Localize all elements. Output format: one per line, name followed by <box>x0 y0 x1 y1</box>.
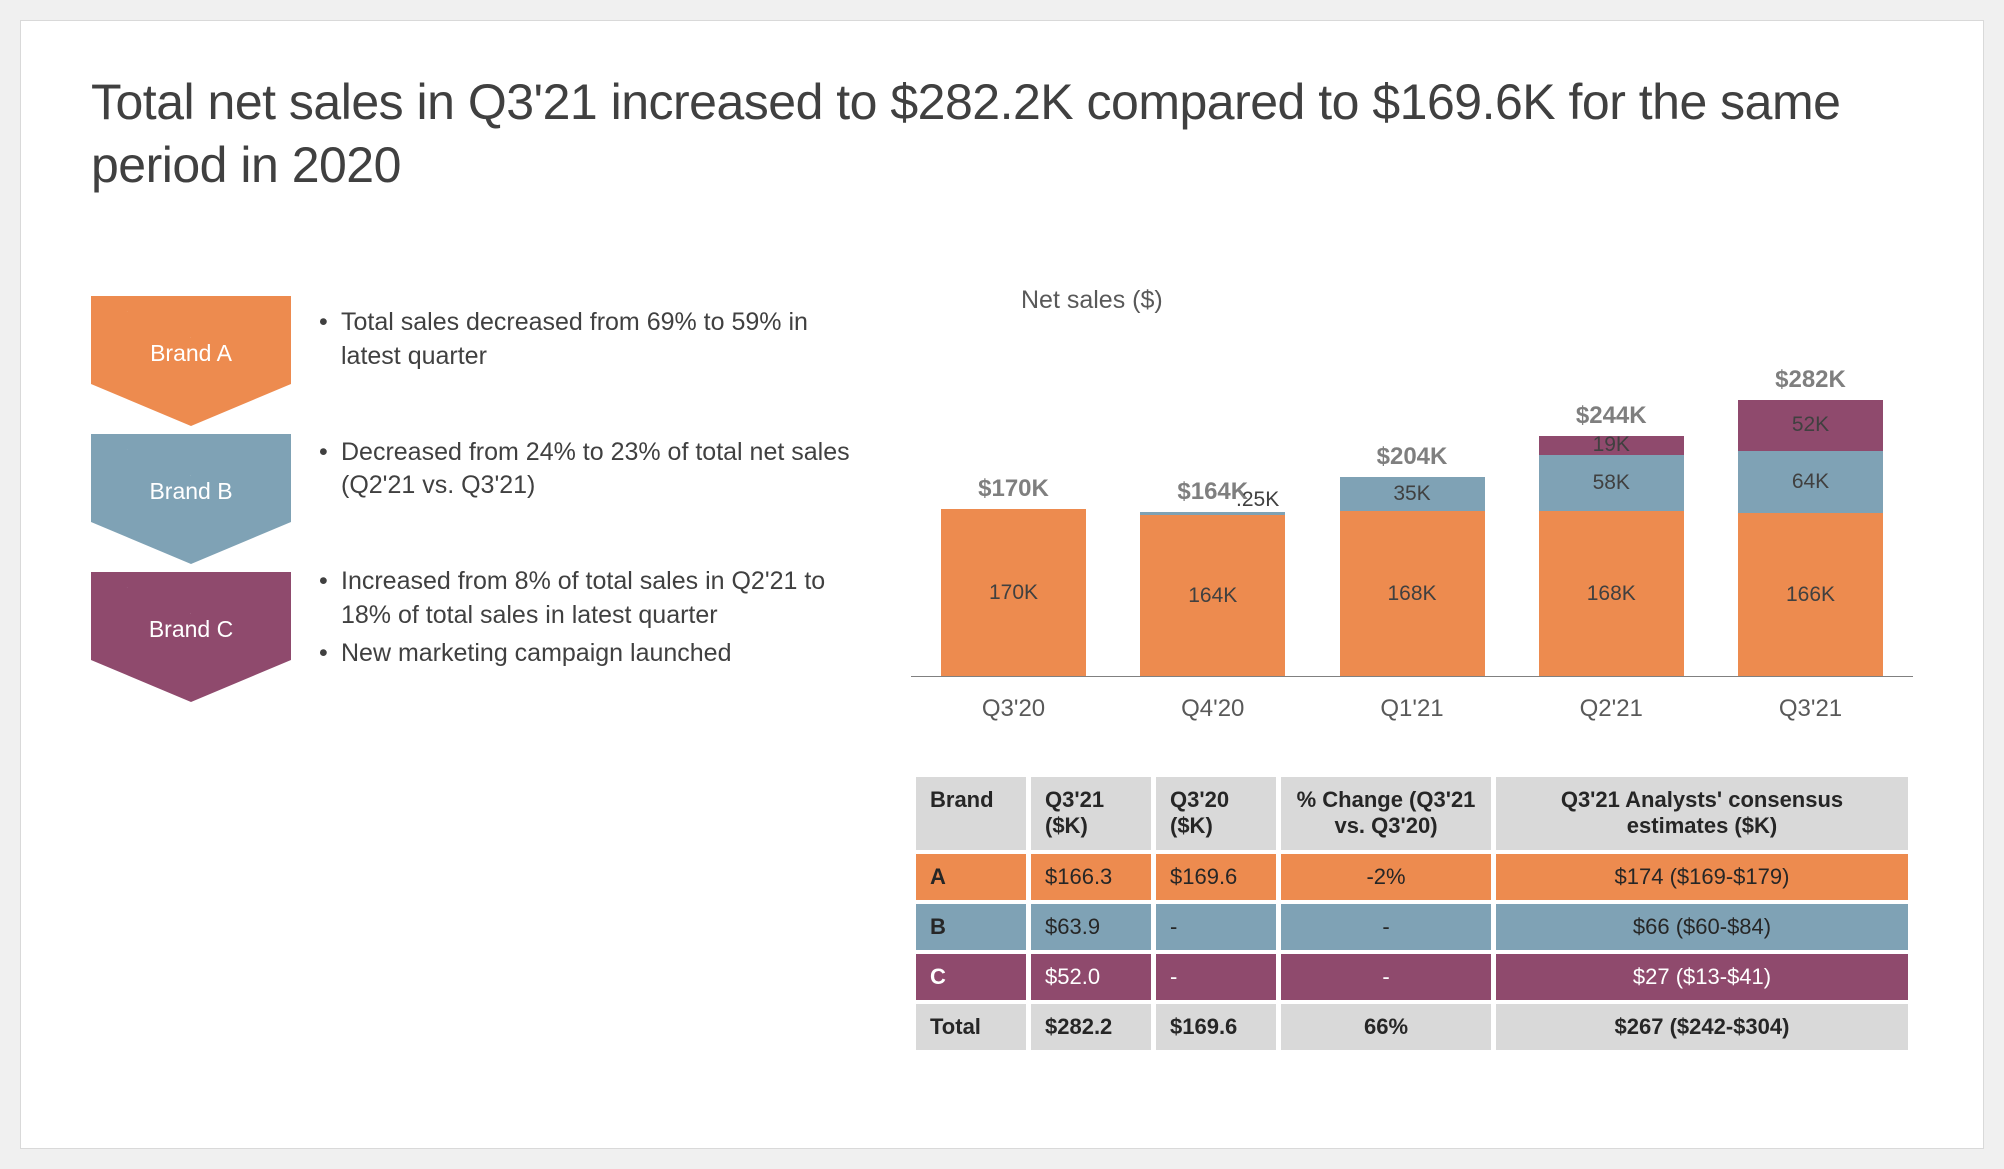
bar-segment: 164K <box>1140 515 1285 676</box>
x-axis-label: Q4'20 <box>1130 695 1295 723</box>
table-cell: -2% <box>1281 854 1491 900</box>
table-cell: $267 ($242-$304) <box>1496 1004 1908 1050</box>
table-total-row: Total$282.2$169.666%$267 ($242-$304) <box>916 1004 1908 1050</box>
bar-segment: 19K <box>1539 436 1684 455</box>
brand-chevron-stack: Brand A Brand B Brand C <box>91 286 291 1054</box>
x-axis-label: Q3'21 <box>1728 695 1893 723</box>
x-axis-label: Q2'21 <box>1529 695 1694 723</box>
table-cell: - <box>1281 954 1491 1000</box>
brand-chevron-label: Brand C <box>91 616 291 643</box>
table-cell: B <box>916 904 1026 950</box>
bar-segment-label: .25K <box>1236 488 1279 512</box>
bar-segment: 52K <box>1738 400 1883 451</box>
slide-title: Total net sales in Q3'21 increased to $2… <box>91 71 1913 196</box>
table-cell: A <box>916 854 1026 900</box>
bar-column: $164K164K.25K <box>1130 478 1295 676</box>
content-area: Brand A Brand B Brand C Total sales decrea… <box>91 286 1913 1054</box>
table-header-cell: Q3'21 Analysts' consensus estimates ($K) <box>1496 777 1908 850</box>
bar-segment: 168K <box>1539 511 1684 676</box>
brand-chevron-label: Brand A <box>91 340 291 367</box>
bullet-group-brand-a: Total sales decreased from 69% to 59% in… <box>319 306 851 378</box>
bar-segment: .25K <box>1140 512 1285 515</box>
table-cell: $174 ($169-$179) <box>1496 854 1908 900</box>
bar-column: $244K 168K58K19K <box>1529 402 1694 676</box>
table-cell: - <box>1156 954 1276 1000</box>
bar-stack: 168K58K19K <box>1539 436 1684 676</box>
bullet-item: New marketing campaign launched <box>319 637 851 671</box>
right-column: Net sales ($) $170K170K$164K164K.25K$204… <box>911 286 1913 1054</box>
table-header-cell: Q3'20 ($K) <box>1156 777 1276 850</box>
bar-segment: 166K <box>1738 513 1883 676</box>
brand-chevron-label: Brand B <box>91 478 291 505</box>
table-cell: $169.6 <box>1156 854 1276 900</box>
brand-bullets: Total sales decreased from 69% to 59% in… <box>319 286 851 1054</box>
bullet-group-brand-b: Decreased from 24% to 23% of total net s… <box>319 436 851 508</box>
table-cell: $63.9 <box>1031 904 1151 950</box>
sales-table: BrandQ3'21 ($K)Q3'20 ($K)% Change (Q3'21… <box>911 773 1913 1054</box>
bar-total-label: $244K <box>1576 402 1647 430</box>
bullet-item: Decreased from 24% to 23% of total net s… <box>319 436 851 504</box>
table-cell: $27 ($13-$41) <box>1496 954 1908 1000</box>
brand-chevron-a: Brand A <box>91 296 291 426</box>
bullet-item: Total sales decreased from 69% to 59% in… <box>319 306 851 374</box>
table-row: C$52.0--$27 ($13-$41) <box>916 954 1908 1000</box>
table-cell: C <box>916 954 1026 1000</box>
table-header-cell: % Change (Q3'21 vs. Q3'20) <box>1281 777 1491 850</box>
table-row: A$166.3$169.6-2%$174 ($169-$179) <box>916 854 1908 900</box>
table-cell: 66% <box>1281 1004 1491 1050</box>
x-axis-label: Q3'20 <box>931 695 1096 723</box>
bullet-group-brand-c: Increased from 8% of total sales in Q2'2… <box>319 565 851 674</box>
table-header-cell: Brand <box>916 777 1026 850</box>
bar-column: $282K 166K64K52K <box>1728 366 1893 676</box>
table-cell: $66 ($60-$84) <box>1496 904 1908 950</box>
brand-chevron-c: Brand C <box>91 572 291 702</box>
bar-stack: 168K35K <box>1340 477 1485 676</box>
chart-x-axis: Q3'20 Q4'20 Q1'21 Q2'21 Q3'21 <box>911 687 1913 723</box>
left-column: Brand A Brand B Brand C Total sales decrea… <box>91 286 851 1054</box>
slide: Total net sales in Q3'21 increased to $2… <box>20 20 1984 1149</box>
bar-segment: 35K <box>1340 477 1485 511</box>
table-header-cell: Q3'21 ($K) <box>1031 777 1151 850</box>
chart-title: Net sales ($) <box>1021 286 1913 315</box>
table-cell: $169.6 <box>1156 1004 1276 1050</box>
bar-segment: 58K <box>1539 455 1684 512</box>
table-cell: $52.0 <box>1031 954 1151 1000</box>
x-axis-label: Q1'21 <box>1330 695 1495 723</box>
bar-column: $170K 170K <box>931 475 1096 676</box>
bar-total-label: $204K <box>1377 443 1448 471</box>
table-cell: Total <box>916 1004 1026 1050</box>
bar-segment: 64K <box>1738 451 1883 514</box>
bar-total-label: $170K <box>978 475 1049 503</box>
table-cell: - <box>1156 904 1276 950</box>
table-cell: - <box>1281 904 1491 950</box>
table-cell: $282.2 <box>1031 1004 1151 1050</box>
bar-column: $204K 168K35K <box>1330 443 1495 676</box>
table-row: B$63.9--$66 ($60-$84) <box>916 904 1908 950</box>
bar-stack: 164K.25K <box>1140 512 1285 676</box>
brand-chevron-b: Brand B <box>91 434 291 564</box>
bar-segment: 170K <box>941 509 1086 676</box>
bar-stack: 170K <box>941 509 1086 676</box>
bullet-item: Increased from 8% of total sales in Q2'2… <box>319 565 851 633</box>
table-cell: $166.3 <box>1031 854 1151 900</box>
bar-total-label: $282K <box>1775 366 1846 394</box>
bar-segment: 168K <box>1340 511 1485 676</box>
bar-stack: 166K64K52K <box>1738 400 1883 676</box>
net-sales-chart: $170K170K$164K164K.25K$204K168K35K$244K1… <box>911 327 1913 677</box>
